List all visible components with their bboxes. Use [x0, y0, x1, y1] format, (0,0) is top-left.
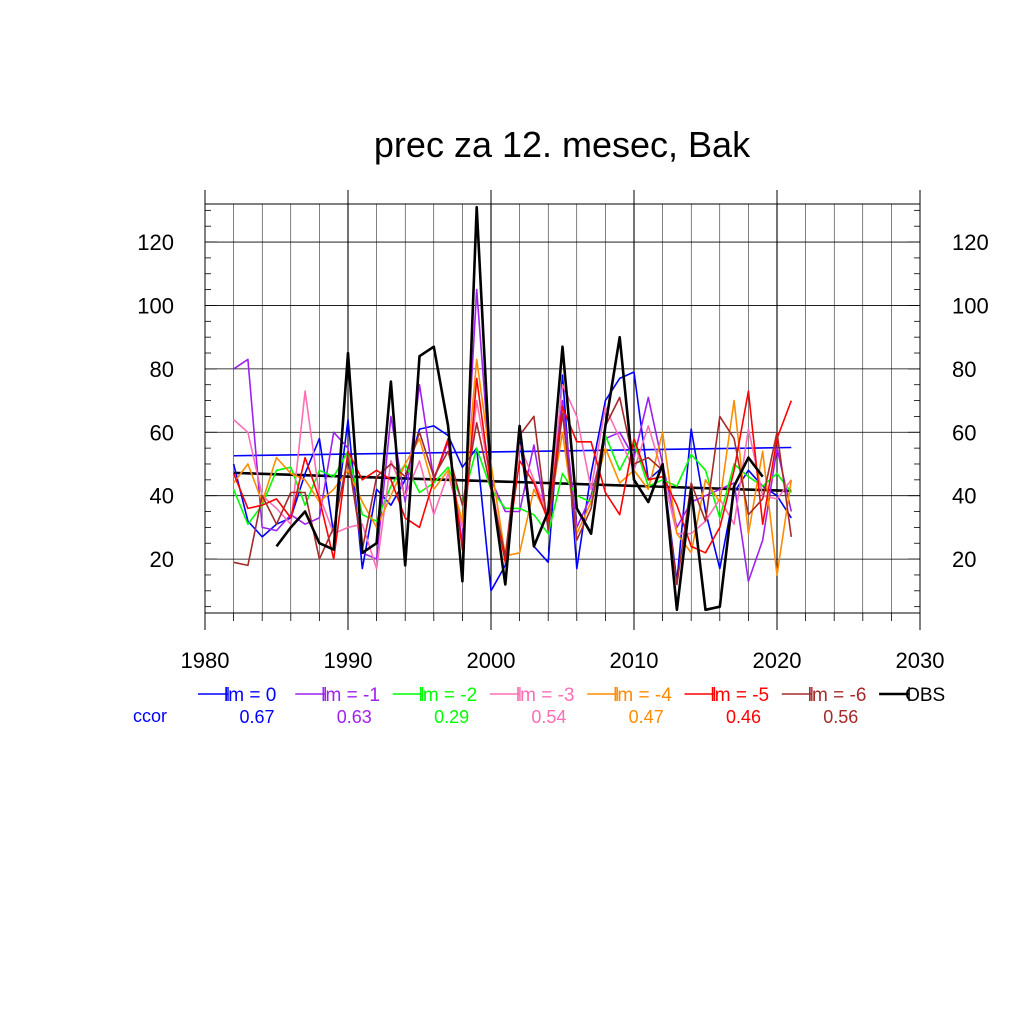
x-tick-label: 2030	[896, 648, 945, 673]
series-line-lm-5	[232, 377, 793, 564]
ccor-value: 0.29	[434, 707, 469, 727]
ccor-value: 0.46	[726, 707, 761, 727]
legend-label: OBS	[905, 685, 945, 706]
y-tick-label-left: 40	[150, 484, 174, 509]
y-tick-label-left: 120	[137, 230, 174, 255]
x-tick-label: 1980	[181, 648, 230, 673]
ccor-value: 0.54	[531, 707, 566, 727]
plot-frame	[204, 203, 921, 614]
y-tick-label-right: 40	[952, 484, 976, 509]
y-tick-label-right: 100	[952, 293, 989, 318]
ccor-value: 0.56	[823, 707, 858, 727]
legend-label: lm = -6	[808, 685, 867, 706]
ccor-value: 0.47	[629, 707, 664, 727]
y-tick-label-right: 120	[952, 230, 989, 255]
series-line-obs	[275, 205, 764, 612]
legend-label: lm = -4	[613, 685, 672, 706]
x-tick-label: 2020	[753, 648, 802, 673]
y-tick-label-left: 100	[137, 293, 174, 318]
legend-label: lm = -1	[321, 685, 380, 706]
y-tick-label-left: 20	[150, 547, 174, 572]
y-tick-label-right: 60	[952, 420, 976, 445]
ccor-value: 0.67	[239, 707, 274, 727]
y-tick-label-right: 80	[952, 357, 976, 382]
x-tick-label: 1990	[324, 648, 373, 673]
legend-label: lm = 0	[224, 685, 276, 706]
y-tick-label-right: 20	[952, 547, 976, 572]
series-lines	[232, 205, 793, 612]
chart-title: prec za 12. mesec, Bak	[374, 124, 751, 165]
x-tick-label: 2010	[610, 648, 659, 673]
legend-label: lm = -2	[419, 685, 478, 706]
ccor-value: 0.63	[337, 707, 372, 727]
series-line-lm-4	[232, 358, 793, 576]
legend-label: lm = -3	[516, 685, 575, 706]
legend-label: lm = -5	[711, 685, 770, 706]
y-tick-label-left: 60	[150, 420, 174, 445]
trend-line	[233, 446, 792, 457]
x-tick-label: 2000	[467, 648, 516, 673]
ccor-label: ccor	[133, 706, 167, 726]
y-tick-label-left: 80	[150, 357, 174, 382]
